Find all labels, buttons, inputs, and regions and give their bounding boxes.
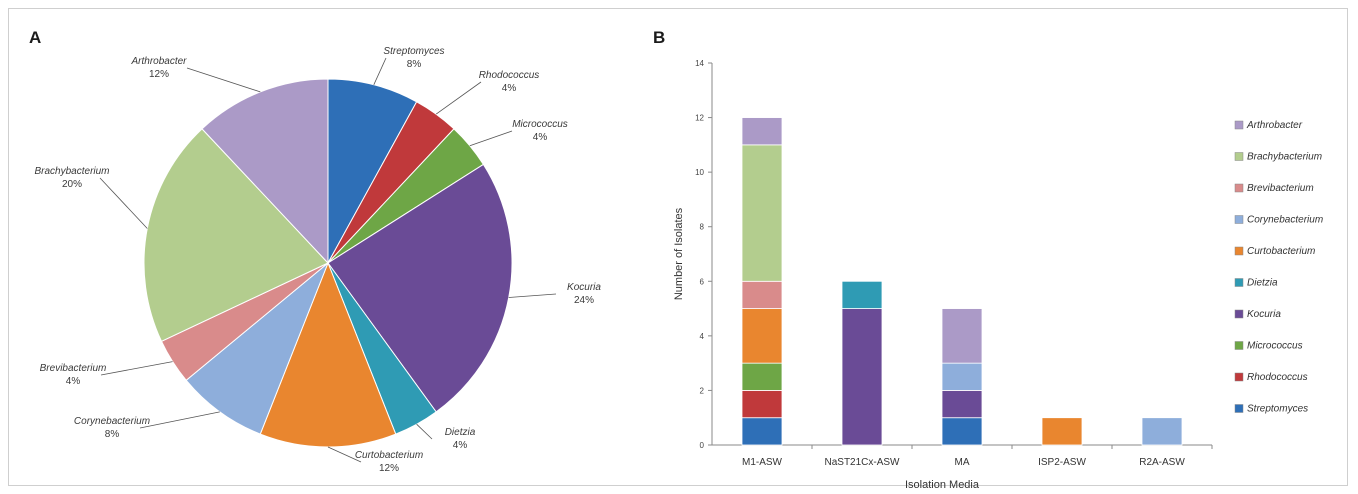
bar-segment-ma-arthrobacter bbox=[941, 308, 983, 364]
y-tick-label: 0 bbox=[700, 441, 705, 450]
legend-label-kocuria: Kocuria bbox=[1247, 309, 1281, 320]
pie-percent-brachybacterium: 20% bbox=[62, 179, 82, 190]
y-tick-label: 8 bbox=[700, 223, 705, 232]
pie-slice-streptomyces bbox=[327, 78, 418, 264]
pie-percent-kocuria: 24% bbox=[574, 295, 594, 306]
pie-slice-corynebacterium bbox=[185, 262, 329, 435]
x-category-label: M1-ASW bbox=[742, 457, 783, 468]
pie-label-streptomyces: Streptomyces bbox=[383, 46, 444, 57]
x-category-label: MA bbox=[955, 457, 970, 468]
pie-percent-dietzia: 4% bbox=[453, 440, 468, 451]
pie-percent-brevibacterium: 4% bbox=[66, 376, 81, 387]
pie-leader-micrococcus bbox=[469, 130, 513, 147]
pie-percent-curtobacterium: 12% bbox=[379, 463, 399, 474]
pie-leader-dietzia bbox=[416, 423, 433, 440]
stacked-bar-chart: 0 2 4 6 8 10 12 14 Number of Isolates Isolation M… bbox=[673, 59, 1323, 491]
pie-label-micrococcus: Micrococcus bbox=[512, 119, 568, 130]
legend-swatch-streptomyces bbox=[1234, 404, 1244, 413]
legend-label-micrococcus: Micrococcus bbox=[1247, 341, 1303, 352]
y-tick-label: 12 bbox=[695, 114, 704, 123]
bar-segment-nast21cx-asw-kocuria bbox=[841, 308, 883, 446]
pie-leader-rhodococcus bbox=[435, 81, 482, 115]
y-tick-label: 10 bbox=[695, 168, 704, 177]
pie-label-dietzia: Dietzia bbox=[445, 427, 476, 438]
legend-label-arthrobacter: Arthrobacter bbox=[1246, 120, 1303, 131]
pie-label-kocuria: Kocuria bbox=[567, 282, 601, 293]
pie-percent-rhodococcus: 4% bbox=[502, 83, 517, 94]
y-tick-label: 14 bbox=[695, 59, 704, 68]
pie-slice-arthrobacter bbox=[201, 78, 329, 265]
legend-swatch-brachybacterium bbox=[1234, 152, 1244, 161]
bar-segment-m1-asw-curtobacterium bbox=[741, 308, 783, 364]
bar-legend: Arthrobacter Brachybacterium Brevibacteriu… bbox=[1234, 120, 1323, 415]
pie-leader-brachybacterium bbox=[99, 177, 148, 229]
pie-leader-streptomyces bbox=[373, 57, 387, 85]
panel-b-label: B bbox=[653, 28, 666, 47]
legend-swatch-kocuria bbox=[1234, 309, 1244, 319]
pie-percent-micrococcus: 4% bbox=[533, 132, 548, 143]
legend-swatch-curtobacterium bbox=[1234, 246, 1244, 256]
legend-label-streptomyces: Streptomyces bbox=[1247, 404, 1308, 415]
bar-segment-nast21cx-asw-dietzia bbox=[841, 280, 883, 309]
x-category-label: NaST21Cx-ASW bbox=[824, 457, 900, 468]
legend-label-corynebacterium: Corynebacterium bbox=[1247, 215, 1323, 226]
legend-label-dietzia: Dietzia bbox=[1247, 278, 1278, 289]
pie-label-arthrobacter: Arthrobacter bbox=[130, 56, 187, 67]
x-axis-title: Isolation Media bbox=[905, 479, 980, 491]
pie-leader-curtobacterium bbox=[327, 446, 362, 463]
legend-label-brachybacterium: Brachybacterium bbox=[1247, 152, 1322, 163]
pie-chart: Streptomyces 8% Rhodococcus 4% Micrococcus 4%… bbox=[34, 46, 601, 474]
legend-swatch-brevibacterium bbox=[1234, 183, 1244, 193]
pie-leader-arthrobacter bbox=[186, 67, 261, 93]
bar-segment-m1-asw-brevibacterium bbox=[741, 280, 783, 309]
y-tick-label: 2 bbox=[700, 386, 705, 395]
bar-segment-m1-asw-rhodococcus bbox=[741, 390, 783, 419]
bar-segment-ma-kocuria bbox=[941, 390, 983, 419]
pie-label-brachybacterium: Brachybacterium bbox=[34, 166, 109, 177]
bar-segment-m1-asw-streptomyces bbox=[741, 417, 783, 446]
bar-axes: 0 2 4 6 8 10 12 14 Number of Isolates Isolation M… bbox=[673, 59, 1213, 491]
y-tick-label: 4 bbox=[700, 332, 705, 341]
legend-swatch-dietzia bbox=[1234, 278, 1244, 287]
bar-segment-isp2-asw-curtobacterium bbox=[1041, 417, 1083, 446]
legend-label-curtobacterium: Curtobacterium bbox=[1247, 246, 1315, 257]
bar-segment-m1-asw-arthrobacter bbox=[741, 117, 783, 146]
pie-slice-curtobacterium bbox=[259, 261, 397, 448]
legend-label-brevibacterium: Brevibacterium bbox=[1247, 183, 1314, 194]
pie-slice-brachybacterium bbox=[143, 128, 329, 343]
legend-label-rhodococcus: Rhodococcus bbox=[1247, 372, 1308, 383]
legend-swatch-arthrobacter bbox=[1234, 120, 1244, 130]
bar-segment-m1-asw-micrococcus bbox=[741, 362, 783, 391]
bar-marks bbox=[741, 117, 1183, 446]
pie-label-curtobacterium: Curtobacterium bbox=[355, 450, 423, 461]
legend-swatch-corynebacterium bbox=[1234, 215, 1244, 224]
panel-a-label: A bbox=[29, 28, 42, 47]
pie-percent-arthrobacter: 12% bbox=[149, 69, 169, 80]
pie-label-brevibacterium: Brevibacterium bbox=[40, 363, 107, 374]
bar-segment-ma-streptomyces bbox=[941, 417, 983, 446]
pie-labels: Streptomyces 8% Rhodococcus 4% Micrococcus 4%… bbox=[34, 46, 601, 474]
bar-segment-m1-asw-brachybacterium bbox=[741, 144, 783, 282]
pie-label-rhodococcus: Rhodococcus bbox=[479, 70, 540, 81]
pie-leader-brevibacterium bbox=[100, 361, 173, 376]
pie-slice-kocuria bbox=[327, 163, 513, 413]
pie-slices bbox=[143, 78, 513, 448]
legend-swatch-micrococcus bbox=[1234, 341, 1244, 350]
pie-percent-corynebacterium: 8% bbox=[105, 429, 120, 440]
pie-label-corynebacterium: Corynebacterium bbox=[74, 416, 150, 427]
y-tick-label: 6 bbox=[700, 277, 705, 286]
x-category-label: R2A-ASW bbox=[1139, 457, 1185, 468]
legend-swatch-rhodococcus bbox=[1234, 372, 1244, 382]
bar-segment-ma-corynebacterium bbox=[941, 362, 983, 391]
pie-percent-streptomyces: 8% bbox=[407, 59, 422, 70]
bar-segment-r2a-asw-corynebacterium bbox=[1141, 417, 1183, 446]
x-category-label: ISP2-ASW bbox=[1038, 457, 1086, 468]
pie-leader-kocuria bbox=[508, 293, 557, 298]
pie-leader-corynebacterium bbox=[139, 411, 220, 429]
y-axis-title: Number of Isolates bbox=[673, 207, 685, 300]
